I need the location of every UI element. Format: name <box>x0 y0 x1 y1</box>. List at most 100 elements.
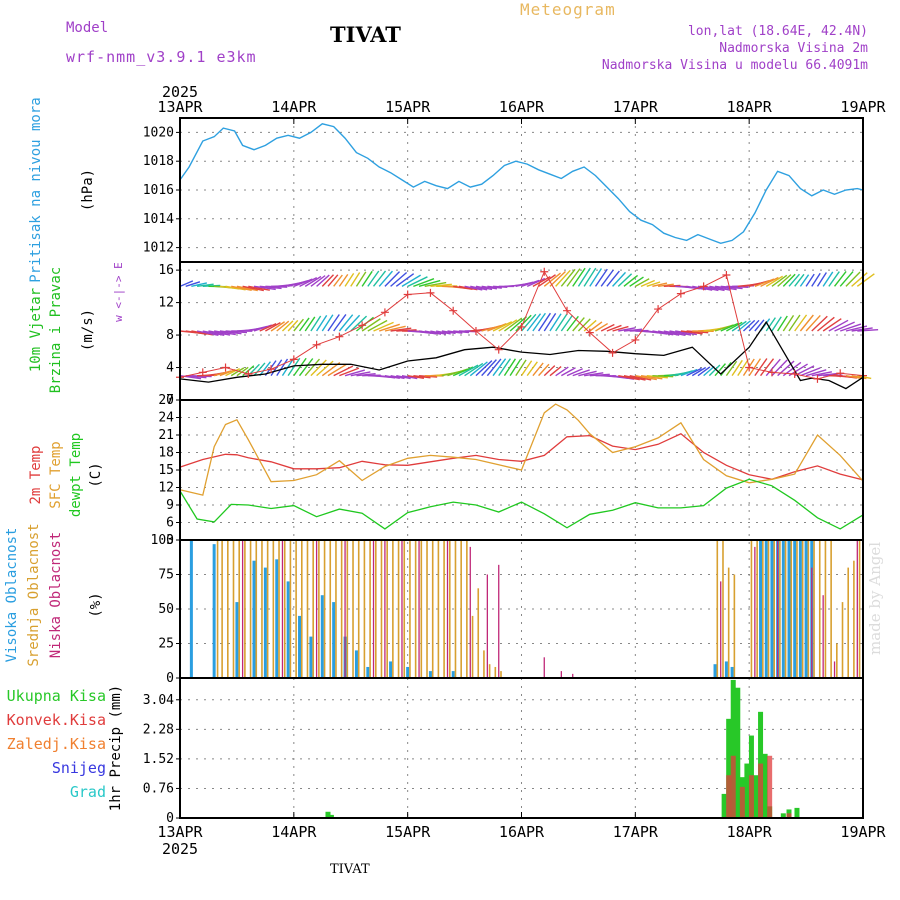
bottom-date-label: 16APR <box>499 823 545 841</box>
wind-arrow <box>856 273 875 287</box>
wind-arrow <box>851 272 868 287</box>
wind-arrow <box>594 268 608 287</box>
precip-bar-2 <box>739 786 745 818</box>
cloud-bar-3 <box>560 671 562 678</box>
wind-arrow <box>714 324 734 332</box>
wind-arrow <box>236 366 249 377</box>
wind-arrow <box>515 359 527 377</box>
wind-arrow <box>526 361 538 377</box>
wind-arrow <box>407 374 425 380</box>
top-date-label: 18APR <box>727 98 773 116</box>
wind-arrow <box>407 276 428 287</box>
y-tick-label: 6 <box>166 516 174 531</box>
wind-arrow <box>777 315 788 332</box>
cloud-axis-title-mid: Srednja Oblacnost <box>26 523 42 666</box>
cloud-bar-1 <box>759 540 763 678</box>
wind-arrow <box>816 272 827 287</box>
cloud-bar-1 <box>332 602 336 678</box>
wind-arrow <box>248 285 270 291</box>
wind-arrow <box>612 325 629 332</box>
wind-arrow <box>350 315 368 332</box>
wind-arrow <box>708 364 721 377</box>
cloud-bar-3 <box>241 540 244 678</box>
wind-arrow <box>310 275 326 287</box>
product-title: Meteogram <box>520 0 616 19</box>
wind-arrow <box>799 274 810 287</box>
wind-gust-marker <box>836 369 845 378</box>
wind-arrow <box>361 318 381 332</box>
wind-arrow <box>606 270 620 287</box>
cloud-bar-2 <box>784 540 787 678</box>
wind-arrow <box>219 369 236 377</box>
y-tick-label: 3 <box>166 533 174 548</box>
precip-bar-1 <box>730 679 736 818</box>
wind-arrow <box>800 367 821 377</box>
bottom-date-label: 14APR <box>271 823 317 841</box>
wind-arrow <box>225 330 248 334</box>
precip-bar-1 <box>726 718 732 818</box>
cloud-bar-2 <box>352 540 354 678</box>
y-tick-label: 1.52 <box>143 752 174 767</box>
cloud-bar-2 <box>483 650 485 678</box>
wind-arrow <box>606 324 622 332</box>
wind-gust-marker <box>608 348 617 357</box>
wind-gust-marker <box>244 370 253 379</box>
cloud-bar-2 <box>363 540 366 678</box>
wind-arrow <box>561 367 576 377</box>
precip-legend-item: Zaledj.Kisa <box>7 735 106 753</box>
cloud-bar-3 <box>372 540 375 678</box>
wind-arrow <box>293 357 307 377</box>
cloud-bar-3 <box>498 564 500 678</box>
wind-arrow <box>742 319 756 332</box>
cloud-bar-1 <box>252 560 256 678</box>
wind-gust-marker <box>494 345 503 354</box>
cloud-bar-2 <box>733 574 736 678</box>
wind-arrow <box>543 312 557 332</box>
cloud-bar-2 <box>266 540 269 678</box>
cloud-bar-1 <box>212 544 216 678</box>
cloud-bar-2 <box>477 588 480 678</box>
cloud-bar-3 <box>486 574 488 678</box>
temp-axis-title-2m: 2m Temp <box>28 445 44 504</box>
wind-arrow <box>259 323 277 332</box>
wind-arrow <box>589 268 603 287</box>
cloud-bar-3 <box>344 540 346 678</box>
wind-arrow <box>663 330 686 337</box>
cloud-bar-2 <box>227 540 229 678</box>
wind-arrow <box>623 374 646 381</box>
cloud-bar-3 <box>469 546 471 678</box>
wind-arrow <box>509 358 522 377</box>
y-tick-label: 1012 <box>143 241 174 256</box>
wind-arrow <box>396 374 411 380</box>
wind-arrow <box>555 269 571 287</box>
cloud-bar-2 <box>830 540 832 678</box>
cloud-bar-2 <box>767 540 770 678</box>
model-run-label: wrf-nmm_v3.9.1 e3km <box>66 48 257 66</box>
cloud-bar-1 <box>320 595 324 678</box>
wind-gust-marker <box>699 282 708 291</box>
wind-arrow <box>635 374 657 381</box>
wind-arrow <box>652 330 674 336</box>
wind-arrow <box>185 281 201 288</box>
top-date-label: 13APR <box>157 98 203 116</box>
bottom-date-label: 18APR <box>727 823 773 841</box>
cloud-bar-2 <box>836 643 838 678</box>
wind-gust-marker <box>517 322 526 331</box>
y-tick-label: 75 <box>158 568 174 583</box>
top-date-label: 17APR <box>613 98 659 116</box>
top-year-label: 2025 <box>162 83 198 101</box>
wind-arrow <box>748 319 760 332</box>
cloud-bar-2 <box>249 540 252 678</box>
cloud-bar-1 <box>298 615 302 678</box>
wind-arrow <box>521 279 540 288</box>
wind-arrow <box>538 363 550 377</box>
cloud-bar-3 <box>811 567 813 678</box>
wind-arrow <box>503 358 517 377</box>
cloud-bar-2 <box>443 540 445 678</box>
wind-gust-marker <box>335 332 344 341</box>
wind-arrow <box>549 366 562 377</box>
wind-arrow <box>293 278 313 288</box>
cloud-bar-2 <box>346 540 349 678</box>
footer-station: TIVAT <box>330 862 370 877</box>
wind-gust-marker <box>767 368 776 377</box>
